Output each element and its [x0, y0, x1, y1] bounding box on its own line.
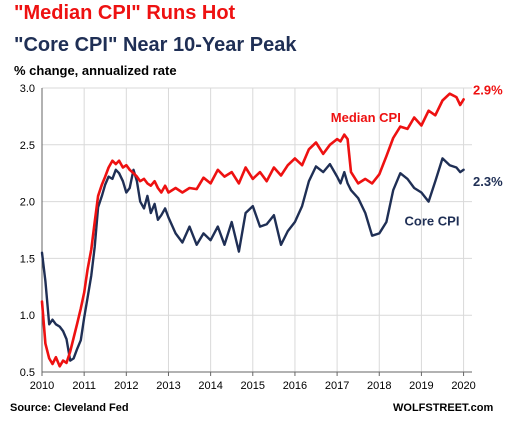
y-axis-label: % change, annualized rate: [14, 63, 177, 78]
core-cpi-label: Core CPI: [405, 213, 460, 228]
x-tick-label: 2014: [198, 380, 222, 392]
brand-watermark: WOLFSTREET.com: [393, 402, 494, 414]
y-tick-labels: 0.5 1.0 1.5 2.0 2.5 3.0: [20, 83, 35, 379]
y-tick-label: 0.5: [20, 367, 35, 379]
x-tick-label: 2013: [156, 380, 180, 392]
chart-subtitle: "Core CPI" Near 10-Year Peak: [14, 34, 297, 56]
x-tick-labels: 2010 2011 2012 2013 2014 2015 2016 2017 2018 2019…: [30, 380, 476, 392]
x-tick-label: 2010: [30, 380, 54, 392]
y-tick-label: 3.0: [20, 83, 35, 95]
x-tick-label: 2020: [451, 380, 475, 392]
median-cpi-end-label: 2.9%: [473, 82, 503, 97]
y-tick-label: 2.0: [20, 197, 35, 209]
core-cpi-line: [40, 157, 465, 362]
series-labels: Median CPI Core CPI 2.9% 2.3%: [331, 82, 503, 228]
chart-title: "Median CPI" Runs Hot: [14, 2, 236, 24]
gridlines: [41, 87, 472, 373]
x-tick-label: 2017: [325, 380, 349, 392]
axes: [41, 88, 472, 376]
series-lines: [40, 92, 465, 368]
x-tick-label: 2011: [72, 380, 96, 392]
median-cpi-label: Median CPI: [331, 110, 401, 125]
y-tick-label: 1.0: [20, 310, 35, 322]
y-tick-label: 2.5: [20, 140, 35, 152]
core-cpi-end-label: 2.3%: [473, 174, 503, 189]
median-cpi-line: [40, 92, 465, 368]
y-tick-label: 1.5: [20, 253, 35, 265]
x-tick-label: 2015: [241, 380, 265, 392]
x-tick-label: 2019: [409, 380, 433, 392]
source-note: Source: Cleveland Fed: [10, 402, 129, 414]
x-tick-label: 2018: [367, 380, 391, 392]
x-tick-label: 2016: [283, 380, 307, 392]
x-tick-label: 2012: [114, 380, 138, 392]
